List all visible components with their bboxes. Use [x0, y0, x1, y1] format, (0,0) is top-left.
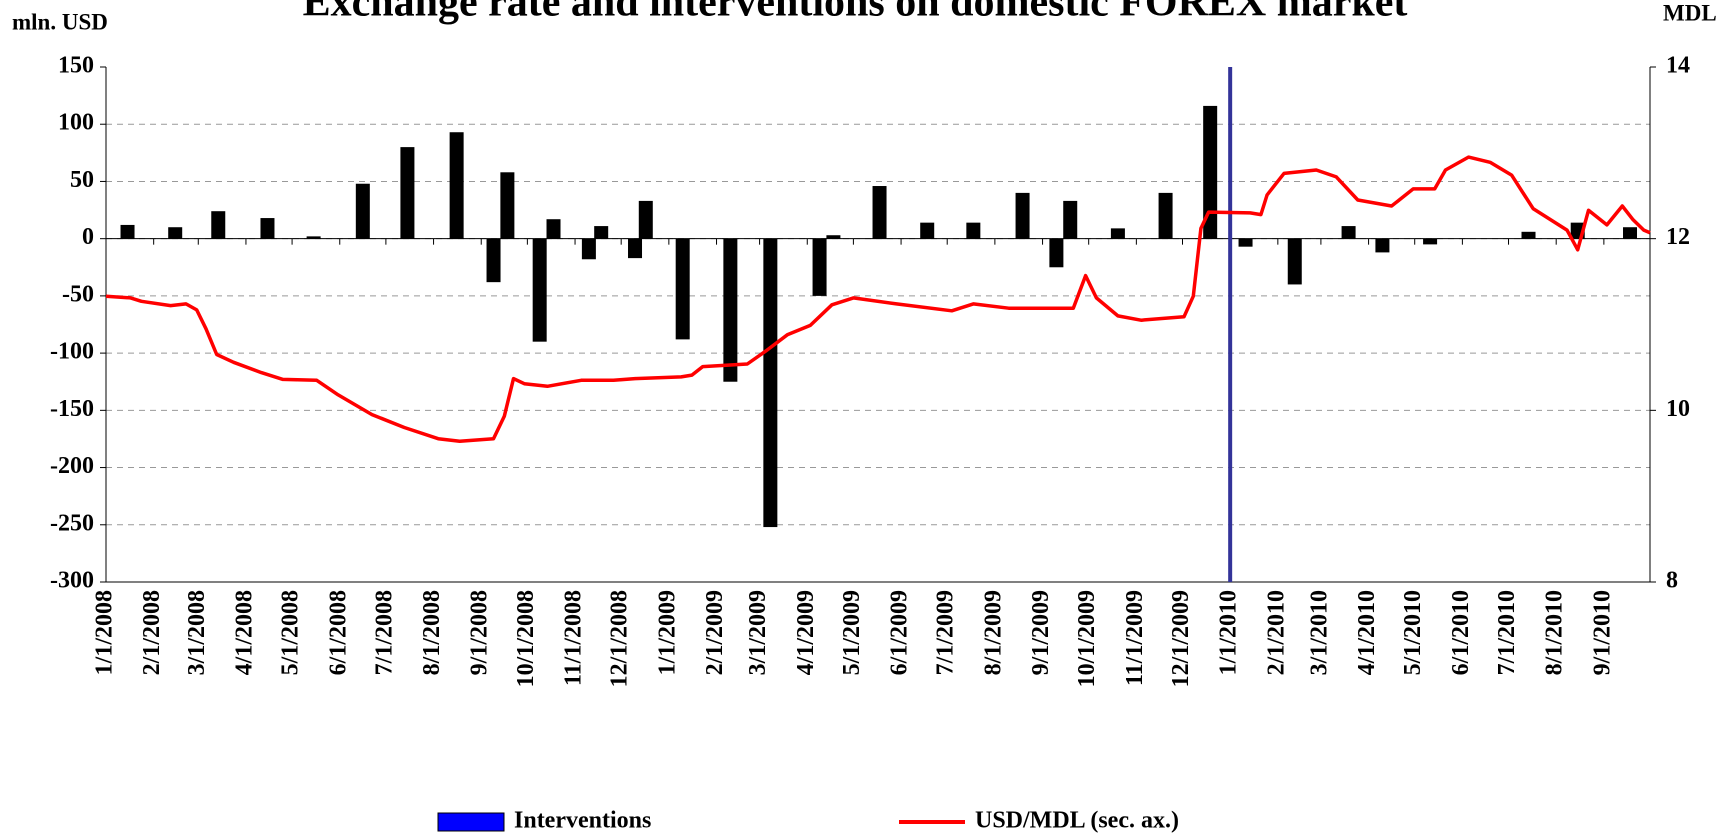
- bar: [1521, 231, 1536, 239]
- x-tick-label: 10/1/2008: [513, 590, 539, 687]
- y-axis-label: mln. USD: [12, 9, 108, 34]
- x-tick-label: 7/1/2010: [1494, 590, 1520, 675]
- bar: [581, 238, 596, 260]
- bar: [628, 238, 643, 259]
- x-tick-label: 4/1/2010: [1354, 590, 1380, 675]
- bar: [449, 132, 464, 239]
- bar: [1238, 238, 1253, 247]
- bar: [1015, 192, 1030, 239]
- x-tick-label: 4/1/2009: [793, 590, 819, 675]
- bar: [306, 236, 321, 239]
- x-tick-label: 9/1/2009: [1028, 590, 1054, 675]
- y-tick-label: -200: [50, 453, 94, 479]
- x-tick-label: 4/1/2008: [231, 590, 257, 675]
- y-tick-label: 100: [58, 110, 94, 136]
- bar: [211, 211, 226, 239]
- bar: [120, 224, 135, 239]
- bar: [1287, 238, 1302, 285]
- x-tick-label: 10/1/2009: [1074, 590, 1100, 687]
- y2-axis-label: MDL: [1663, 0, 1717, 25]
- bar: [400, 147, 415, 239]
- bar: [1341, 226, 1356, 239]
- bar: [260, 218, 275, 239]
- x-tick-label: 2/1/2008: [139, 590, 165, 675]
- x-tick-label: 7/1/2009: [933, 590, 959, 675]
- x-tick-label: 3/1/2010: [1306, 590, 1332, 675]
- x-tick-label: 11/1/2008: [561, 590, 587, 686]
- bar: [812, 238, 827, 296]
- y-tick-label: -250: [50, 510, 94, 536]
- legend-swatch: [437, 812, 505, 832]
- x-tick-label: 7/1/2008: [371, 590, 397, 675]
- bar: [920, 222, 935, 239]
- bar: [1110, 228, 1125, 239]
- x-tick-label: 8/1/2009: [980, 590, 1006, 675]
- bar: [966, 222, 981, 239]
- x-tick-label: 6/1/2009: [887, 590, 913, 675]
- x-tick-label: 11/1/2009: [1122, 590, 1148, 686]
- y-tick-label: -100: [50, 339, 94, 365]
- x-tick-label: 9/1/2010: [1589, 590, 1615, 675]
- x-tick-label: 1/1/2010: [1216, 590, 1242, 675]
- bar: [486, 238, 501, 283]
- legend-label: Interventions: [514, 808, 651, 834]
- bar: [1063, 200, 1078, 239]
- x-tick-label: 1/1/2009: [654, 590, 680, 675]
- y2-tick-label: 8: [1666, 568, 1678, 594]
- x-tick-label: 3/1/2008: [184, 590, 210, 675]
- y2-tick-label: 12: [1666, 224, 1690, 250]
- x-tick-label: 1/1/2008: [92, 590, 118, 675]
- bar: [1203, 105, 1218, 239]
- bar: [723, 238, 738, 382]
- bar: [826, 235, 841, 239]
- y-tick-label: 150: [58, 53, 94, 79]
- x-tick-label: 9/1/2008: [467, 590, 493, 675]
- legend-label: USD/MDL (sec. ax.): [975, 808, 1179, 834]
- bar: [872, 186, 887, 239]
- bar: [594, 226, 609, 239]
- x-tick-label: 12/1/2008: [607, 590, 633, 687]
- bar: [1423, 238, 1438, 245]
- bar: [355, 183, 370, 239]
- x-tick-label: 12/1/2009: [1168, 590, 1194, 687]
- chart-title: Exchange rate and interventions on domes…: [303, 0, 1408, 26]
- bar: [763, 238, 778, 528]
- y2-tick-label: 14: [1666, 53, 1690, 79]
- x-tick-label: 8/1/2010: [1542, 590, 1568, 675]
- y2-tick-label: 10: [1666, 396, 1690, 422]
- bar: [675, 238, 690, 340]
- bar: [1049, 238, 1064, 268]
- y-tick-label: 0: [82, 224, 94, 250]
- bar: [168, 227, 183, 239]
- x-tick-label: 2/1/2010: [1263, 590, 1289, 675]
- x-tick-label: 2/1/2009: [702, 590, 728, 675]
- bar: [1158, 192, 1173, 239]
- y-tick-label: -150: [50, 396, 94, 422]
- x-tick-label: 6/1/2010: [1448, 590, 1474, 675]
- bar: [1623, 227, 1638, 239]
- x-tick-label: 5/1/2010: [1400, 590, 1426, 675]
- x-tick-label: 8/1/2008: [419, 590, 445, 675]
- line-series: [105, 155, 1651, 443]
- x-tick-label: 5/1/2008: [278, 590, 304, 675]
- bar: [638, 200, 653, 239]
- x-tick-label: 6/1/2008: [325, 590, 351, 675]
- bar: [1375, 238, 1390, 253]
- bar: [500, 172, 515, 239]
- y-tick-label: -50: [62, 281, 94, 307]
- x-tick-label: 5/1/2009: [839, 590, 865, 675]
- bar: [546, 219, 561, 239]
- y-tick-label: -300: [50, 568, 94, 594]
- bar: [532, 238, 547, 342]
- y-tick-label: 50: [70, 167, 94, 193]
- x-tick-label: 3/1/2009: [745, 590, 771, 675]
